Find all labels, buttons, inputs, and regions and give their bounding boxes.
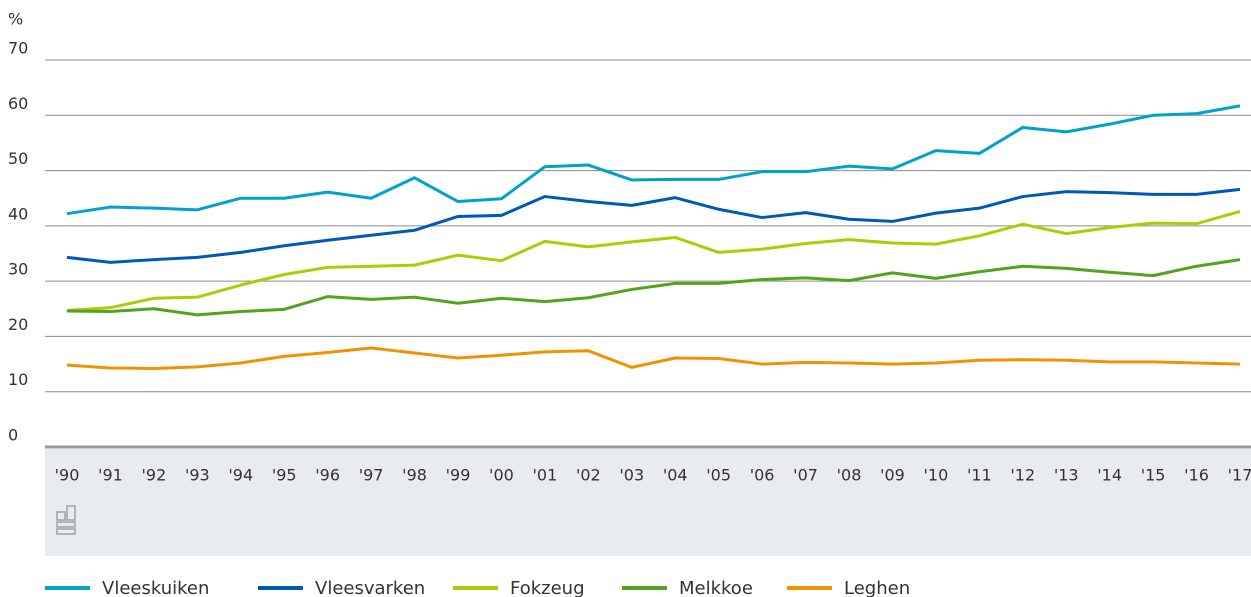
y-tick-label: 40 [8,204,28,223]
x-tick-label: '00 [489,466,514,485]
x-tick-label: '15 [1141,466,1166,485]
x-tick-label: '93 [185,466,210,485]
y-tick-label: 50 [8,149,28,168]
x-tick-label: '02 [576,466,601,485]
y-tick-label: 10 [8,370,28,389]
y-tick-label: 0 [8,426,18,445]
x-tick-label: '11 [967,466,992,485]
y-axis-label: % [8,10,23,29]
y-tick-label: 60 [8,94,28,113]
x-tick-label: '98 [402,466,427,485]
x-tick-label: '16 [1184,466,1209,485]
x-tick-label: '04 [663,466,688,485]
series-line [66,210,1241,312]
x-tick-label: '12 [1010,466,1035,485]
x-tick-label: '96 [315,466,340,485]
x-tick-label: '91 [98,466,123,485]
y-tick-label: 20 [8,315,28,334]
x-tick-label: '92 [142,466,167,485]
y-tick-label: 70 [8,39,28,58]
legend-label: Melkkoe [679,578,753,597]
x-tick-label: '90 [55,466,80,485]
x-tick-label: '95 [272,466,297,485]
cbs-logo [56,505,76,535]
x-tick-label: '99 [446,466,471,485]
x-tick-label: '97 [359,466,384,485]
x-tick-label: '03 [619,466,644,485]
y-tick-label: 30 [8,260,28,279]
x-tick-label: '14 [1097,466,1122,485]
series-line [66,187,1241,264]
x-tick-label: '08 [837,466,862,485]
x-tick-label: '07 [793,466,818,485]
legend-label: Fokzeug [510,578,585,597]
x-tick-label: '94 [228,466,253,485]
x-tick-label: '01 [533,466,558,485]
x-tick-label: '10 [924,466,949,485]
x-tick-label: '05 [706,466,731,485]
legend-label: Vleeskuiken [102,578,209,597]
x-tick-label: '17 [1228,466,1251,485]
series-line [66,258,1241,317]
legend-label: Vleesvarken [315,578,425,597]
x-tick-label: '09 [880,466,905,485]
legend-label: Leghen [844,578,910,597]
series-line [66,104,1241,216]
x-tick-label: '06 [750,466,775,485]
x-tick-label: '13 [1054,466,1079,485]
series-line [66,346,1241,370]
footer-band [45,449,1251,556]
